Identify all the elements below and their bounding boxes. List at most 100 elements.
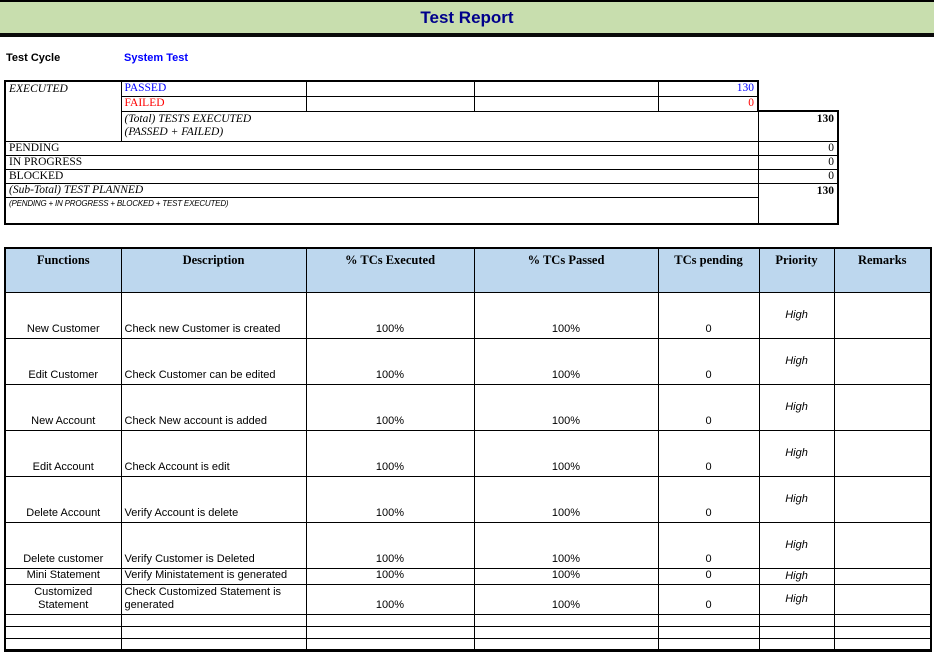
table-row: Edit Account Check Account is edit 100% … — [4, 429, 932, 477]
remarks-cell — [833, 475, 932, 523]
table-row-empty — [4, 613, 932, 627]
function-cell: Customized Statement — [4, 583, 122, 615]
description-cell: Check New account is added — [120, 383, 307, 431]
function-cell: Mini Statement — [4, 567, 122, 585]
header-tcs-pending: TCs pending — [657, 247, 760, 293]
in-progress-label-cell: IN PROGRESS — [4, 154, 759, 170]
empty-cell — [473, 637, 659, 652]
summary-row-in-progress: IN PROGRESS 0 — [4, 154, 839, 170]
header-priority: Priority — [758, 247, 835, 293]
header-description: Description — [120, 247, 307, 293]
empty-cell — [657, 613, 760, 627]
empty-cell — [120, 613, 307, 627]
subtotal-value-cell: 130 — [757, 182, 839, 225]
pending-cell: 0 — [657, 521, 760, 569]
remarks-cell — [833, 337, 932, 385]
empty-cell — [833, 613, 932, 627]
passed-cell: 100% — [473, 291, 659, 339]
description-cell: Check Account is edit — [120, 429, 307, 477]
header-remarks: Remarks — [833, 247, 932, 293]
table-row: New Customer Check new Customer is creat… — [4, 291, 932, 339]
description-cell: Check new Customer is created — [120, 291, 307, 339]
priority-cell: High — [758, 337, 835, 385]
executed-cell: 100% — [305, 521, 475, 569]
table-row: Delete Account Verify Account is delete … — [4, 475, 932, 523]
passed-cell: 100% — [473, 521, 659, 569]
spacer-cell — [758, 81, 838, 96]
empty-cell — [473, 95, 659, 112]
function-cell: New Customer — [4, 291, 122, 339]
passed-label-cell: PASSED — [120, 80, 307, 97]
spacer-cell — [758, 96, 838, 111]
table-row: Delete customer Verify Customer is Delet… — [4, 521, 932, 569]
executed-cell: 100% — [305, 475, 475, 523]
priority-cell: High — [758, 475, 835, 523]
passed-cell: 100% — [473, 383, 659, 431]
description-cell: Check Customized Statement is generated — [120, 583, 307, 615]
results-table: Functions Description % TCs Executed % T… — [4, 247, 932, 652]
summary-row-note: (PENDING + IN PROGRESS + BLOCKED + TEST … — [4, 196, 838, 225]
priority-cell: High — [758, 383, 835, 431]
remarks-cell — [833, 291, 932, 339]
table-row-empty — [4, 625, 932, 639]
pending-cell: 0 — [657, 337, 760, 385]
executed-cell: 100% — [305, 567, 475, 585]
passed-cell: 100% — [473, 337, 659, 385]
executed-cell: 100% — [305, 291, 475, 339]
priority-cell: High — [758, 521, 835, 569]
empty-cell — [758, 625, 835, 639]
empty-cell — [657, 625, 760, 639]
empty-cell — [473, 80, 659, 97]
passed-cell: 100% — [473, 429, 659, 477]
title-bar: Test Report — [0, 0, 934, 37]
description-cell: Check Customer can be edited — [120, 337, 307, 385]
pending-cell: 0 — [657, 383, 760, 431]
empty-cell — [305, 613, 475, 627]
empty-cell — [305, 625, 475, 639]
priority-cell: High — [758, 429, 835, 477]
pending-label-cell: PENDING — [4, 140, 759, 156]
header-tcs-passed: % TCs Passed — [473, 247, 659, 293]
function-cell: Edit Account — [4, 429, 122, 477]
passed-cell: 100% — [473, 567, 659, 585]
remarks-cell — [833, 567, 932, 585]
test-cycle-value: System Test — [124, 52, 188, 64]
empty-cell — [833, 625, 932, 639]
total-label-line2: (PASSED + FAILED) — [124, 125, 224, 138]
failed-value-cell: 0 — [657, 95, 759, 112]
empty-cell — [473, 613, 659, 627]
priority-cell: High — [758, 291, 835, 339]
executed-cell: 100% — [305, 337, 475, 385]
passed-value-cell: 130 — [657, 80, 759, 97]
total-value-cell: 130 — [757, 110, 839, 142]
empty-cell — [4, 625, 122, 639]
remarks-cell — [833, 583, 932, 615]
total-label-line1: (Total) TESTS EXECUTED — [124, 112, 252, 125]
table-row: Customized Statement Check Customized St… — [4, 583, 932, 615]
executed-cell: 100% — [305, 583, 475, 615]
summary-table: EXECUTED PASSED 130 FAILED 0 (Total) TES… — [4, 80, 839, 225]
executed-label-cell: EXECUTED — [4, 80, 122, 142]
priority-cell: High — [758, 583, 835, 615]
remarks-cell — [833, 521, 932, 569]
table-row-empty — [4, 637, 932, 652]
header-functions: Functions — [4, 247, 122, 293]
empty-cell — [305, 637, 475, 652]
total-label-cell: (Total) TESTS EXECUTED (PASSED + FAILED) — [120, 110, 759, 142]
summary-row-passed: EXECUTED PASSED 130 — [4, 80, 838, 142]
empty-cell — [758, 613, 835, 627]
page-title: Test Report — [420, 7, 514, 27]
description-cell: Verify Customer is Deleted — [120, 521, 307, 569]
empty-cell — [758, 637, 835, 652]
passed-cell: 100% — [473, 475, 659, 523]
pending-cell: 0 — [657, 583, 760, 615]
description-cell: Verify Ministatement is generated — [120, 567, 307, 585]
pending-cell: 0 — [657, 475, 760, 523]
test-cycle-label: Test Cycle — [6, 52, 61, 64]
pending-cell: 0 — [657, 567, 760, 585]
empty-cell — [120, 625, 307, 639]
empty-cell — [305, 80, 475, 97]
function-cell: New Account — [4, 383, 122, 431]
summary-row-subtotal: (Sub-Total) TEST PLANNED 130 — [4, 182, 839, 225]
executed-cell: 100% — [305, 383, 475, 431]
